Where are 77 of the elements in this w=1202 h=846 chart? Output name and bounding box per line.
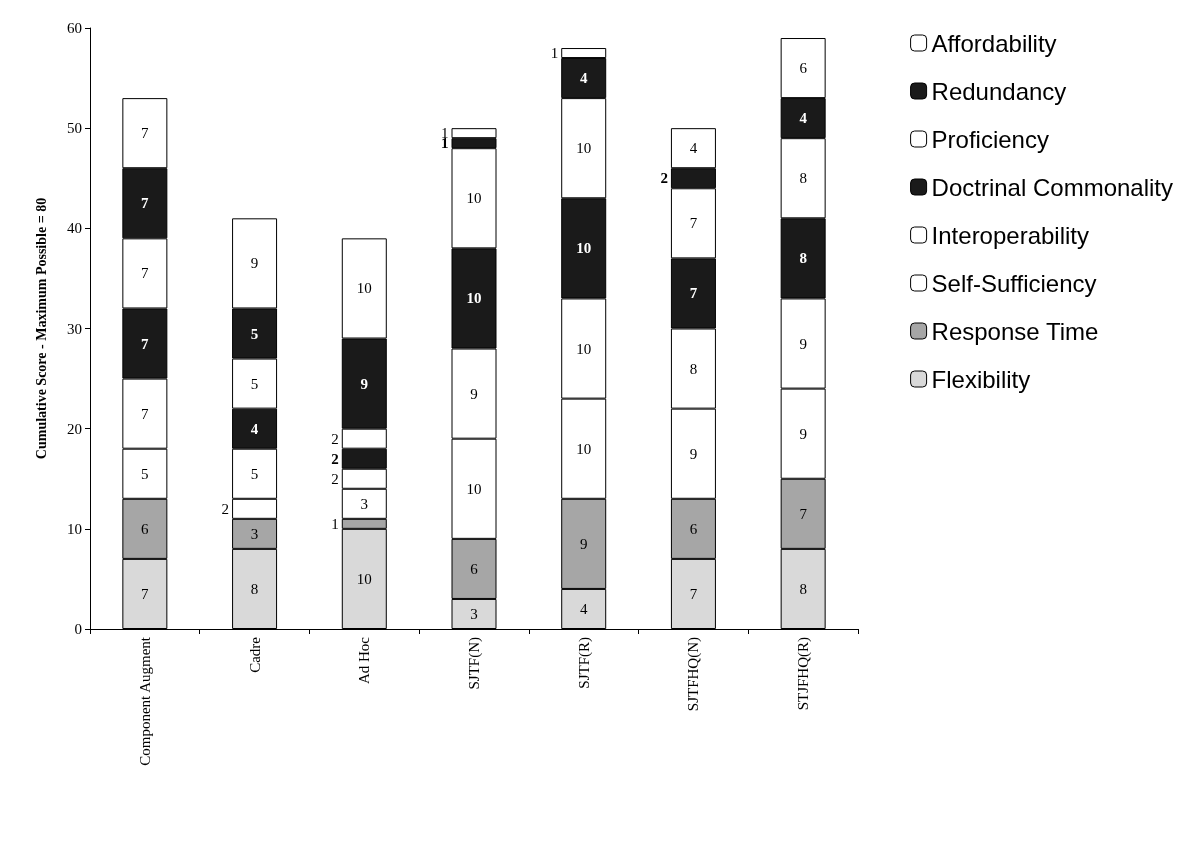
legend-label: Doctrinal Commonality — [931, 173, 1173, 201]
data-label: 7 — [689, 215, 698, 232]
data-label: 8 — [250, 580, 259, 597]
data-label: 3 — [250, 525, 259, 542]
data-label: 4 — [689, 140, 698, 157]
data-label: 7 — [689, 585, 698, 602]
data-label: 8 — [799, 170, 807, 187]
data-label: 1 — [550, 45, 559, 62]
legend-label: Flexibility — [931, 365, 1031, 393]
data-label: 3 — [360, 495, 369, 512]
data-label: 5 — [250, 375, 259, 392]
x-tick-label: Cadre — [246, 636, 263, 673]
data-label: 7 — [689, 285, 698, 302]
data-label: 10 — [466, 190, 482, 207]
legend-label: Response Time — [931, 317, 1099, 345]
data-label: 9 — [360, 375, 369, 392]
x-tick-label: SJTF(R) — [575, 637, 593, 689]
data-label: 8 — [799, 250, 807, 267]
legend-label: Redundancy — [931, 77, 1067, 105]
data-label: 10 — [466, 480, 482, 497]
data-label: 9 — [579, 535, 588, 552]
legend-label: Self-Sufficiency — [931, 269, 1097, 297]
data-label: 4 — [579, 70, 588, 87]
y-tick-label: 30 — [67, 320, 82, 337]
data-label: 6 — [689, 520, 698, 537]
data-label: 9 — [689, 445, 698, 462]
data-label: 6 — [799, 60, 808, 77]
legend-label: Affordability — [931, 29, 1057, 57]
data-label: 5 — [250, 325, 259, 342]
data-label: 7 — [141, 585, 150, 602]
x-tick-label: SJTFHQ(N) — [685, 637, 703, 712]
data-label: 4 — [579, 600, 588, 617]
data-label: 10 — [356, 570, 372, 587]
data-label: 7 — [141, 405, 150, 422]
data-label: 7 — [141, 265, 150, 282]
data-label: 5 — [250, 465, 259, 482]
data-label: 9 — [470, 385, 478, 402]
data-label: 2 — [331, 450, 339, 467]
data-label: 5 — [141, 465, 149, 482]
data-label: 10 — [576, 340, 592, 357]
y-axis-title: Cumulative Score - Maximum Possible = 80 — [33, 197, 49, 460]
y-tick-label: 50 — [67, 120, 82, 137]
data-label: 7 — [141, 125, 150, 142]
data-label: 4 — [250, 420, 259, 437]
data-label: 6 — [141, 520, 150, 537]
y-tick-label: 0 — [74, 621, 82, 637]
data-label: 8 — [689, 360, 698, 377]
data-label: 10 — [576, 440, 592, 457]
x-tick-label: Component Augment — [136, 636, 153, 766]
data-label: 10 — [576, 240, 592, 257]
x-tick-label: STJFHQ(R) — [795, 637, 813, 711]
x-tick-label: SJTF(N) — [466, 637, 483, 690]
data-label: 10 — [356, 280, 372, 297]
data-label: 10 — [576, 140, 592, 157]
legend-label: Interoperability — [931, 221, 1090, 249]
data-label: 9 — [799, 425, 807, 442]
y-tick-label: 40 — [67, 220, 82, 237]
data-label: 7 — [799, 505, 808, 522]
y-tick-label: 10 — [67, 520, 82, 537]
data-label: 9 — [250, 255, 259, 272]
data-label: 7 — [141, 335, 150, 352]
data-label: 2 — [331, 470, 339, 487]
data-label: 3 — [470, 605, 478, 622]
data-label: 8 — [799, 580, 807, 597]
x-tick-label: Ad Hoc — [356, 636, 373, 685]
data-label: 7 — [141, 195, 150, 212]
legend-label: Proficiency — [931, 125, 1049, 153]
y-tick-label: 20 — [67, 420, 82, 437]
data-label: 2 — [660, 170, 668, 187]
y-tick-label: 60 — [67, 20, 82, 36]
data-label: 4 — [799, 110, 808, 127]
data-label: 2 — [221, 500, 230, 517]
data-label: 6 — [470, 560, 479, 577]
data-label: 10 — [466, 290, 482, 307]
data-label: 2 — [331, 430, 339, 447]
data-label: 9 — [799, 335, 807, 352]
data-label: 1 — [331, 515, 339, 532]
